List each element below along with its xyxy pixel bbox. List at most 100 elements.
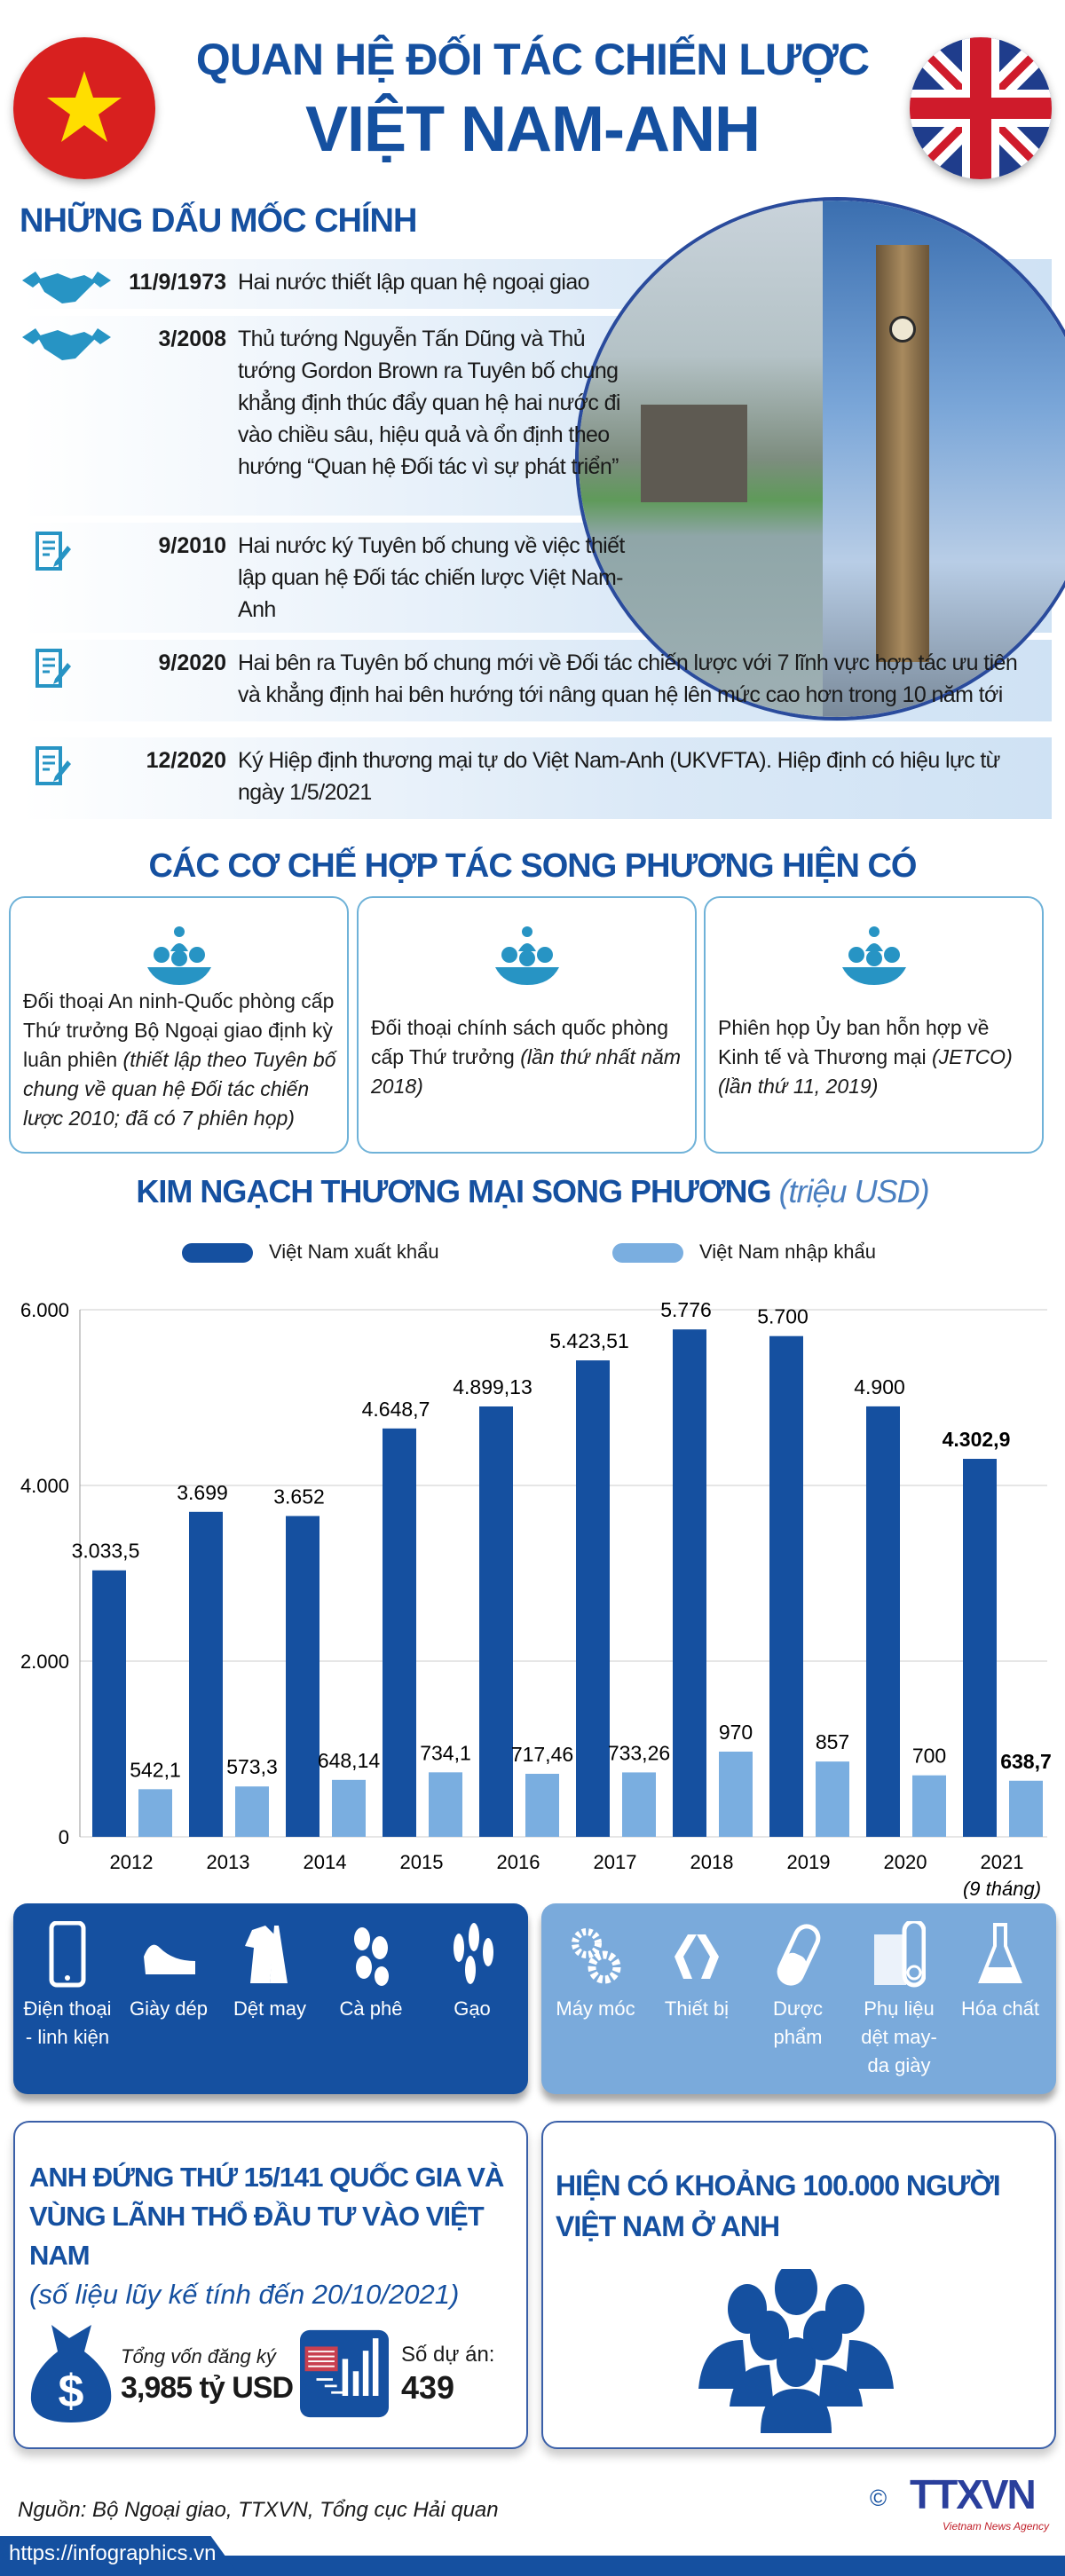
data-label: 5.776: [660, 1298, 712, 1321]
copyright-icon: ©: [870, 2485, 888, 2511]
vietnam-flag-icon: [13, 37, 155, 179]
bar-export: [286, 1516, 320, 1837]
document-pen-icon: [36, 649, 124, 702]
people-group-icon: [146, 926, 211, 985]
flask-icon: [978, 1923, 1022, 1983]
product-gears: Máy móc: [547, 1903, 644, 2023]
handshake-icon: [22, 268, 111, 321]
rice-icon: [454, 1923, 493, 1984]
mechanism-note: (JETCO) (lần thứ 11, 2019): [718, 1045, 1013, 1098]
bar-import: [429, 1772, 462, 1837]
bar-import: [816, 1761, 849, 1837]
bar-import: [332, 1779, 366, 1837]
x-tick-label: 2019: [787, 1851, 831, 1873]
data-label: 733,26: [608, 1741, 670, 1764]
smartphone-icon: [49, 1921, 86, 1988]
bar-import: [138, 1789, 172, 1837]
projects-value: 439: [401, 2369, 455, 2406]
ttxvn-logo-sub: Vietnam News Agency: [943, 2520, 1050, 2533]
mechanism-card: Đối thoại An ninh-Quốc phòng cấp Thứ trư…: [9, 896, 349, 1154]
diaspora-card: HIỆN CÓ KHOẢNG 100.000 NGƯỜI VIỆT NAM Ở …: [541, 2121, 1056, 2449]
bar-export: [576, 1360, 610, 1837]
fabric-roll-icon: [874, 1921, 926, 1988]
product-label: Điện thoại - linh kiện: [23, 1997, 112, 2048]
chart-unit: (triệu USD): [778, 1173, 930, 1209]
x-tick-label: 2013: [207, 1851, 250, 1873]
capital-label: Tổng vốn đăng ký: [121, 2344, 276, 2367]
milestone-text: Hai nước ký Tuyên bố chung về việc thiết…: [238, 533, 625, 622]
handshake-icon: [22, 325, 111, 378]
x-tick-label: 2021: [981, 1851, 1024, 1873]
product-smartphone: Điện thoại - linh kiện: [19, 1903, 116, 2052]
investment-note: (số liệu lũy kế tính đến 20/10/2021): [29, 2279, 460, 2310]
product-label: Giày dép: [129, 1997, 209, 2020]
bar-export: [866, 1406, 900, 1837]
x-tick-label: 2014: [304, 1851, 347, 1873]
bar-export: [383, 1428, 416, 1837]
bar-import: [622, 1772, 656, 1837]
coffee-bean-icon: [354, 1927, 389, 1986]
product-fabric-roll: Phụ liệu dệt may-da giày: [850, 1903, 948, 2080]
page-title-line1: QUAN HỆ ĐỐI TÁC CHIẾN LƯỢC: [195, 35, 870, 84]
gears-icon: [572, 1928, 621, 1984]
mechanism-text: Phiên họp Ủy ban hỗn hợp về Kinh tế và T…: [718, 1016, 990, 1068]
product-equipment: Thiết bị: [648, 1903, 746, 2023]
import-products-panel: Máy móc Thiết bị Dược phẩm Phụ liệu dệt may…: [541, 1903, 1056, 2094]
product-clothing: Dệt may: [221, 1903, 319, 2023]
document-pen-icon: [36, 532, 124, 585]
mechanism-text: Đối thoại chính sách quốc phòng cấp Thứ …: [371, 1016, 669, 1068]
investment-heading: ANH ĐỨNG THỨ 15/141 QUỐC GIA VÀ VÙNG LÃN…: [29, 2162, 504, 2271]
chart-title: KIM NGẠCH THƯƠNG MẠI SONG PHƯƠNG: [136, 1173, 771, 1209]
milestone-row: 12/2020 Ký Hiệp định thương mại tự do Vi…: [22, 737, 1052, 819]
y-tick-label: 0: [59, 1826, 69, 1848]
product-label: Phụ liệu dệt may-da giày: [861, 1997, 937, 2076]
data-label: 3.033,5: [72, 1540, 140, 1563]
product-label: Máy móc: [556, 1997, 635, 2020]
document-pen-icon: [36, 746, 124, 800]
x-tick-label: 2020: [884, 1851, 927, 1873]
project-chart-icon: [300, 2329, 389, 2418]
milestone-text: Hai bên ra Tuyên bố chung mới về Đối tác…: [238, 650, 1018, 707]
bar-export: [963, 1459, 997, 1837]
data-label: 638,7: [1000, 1750, 1052, 1773]
trade-bar-chart: 0 2.000 4.000 6.000 3.033,5 542,1 2012 3.699 573…: [20, 1298, 1052, 1899]
bar-import: [1009, 1780, 1043, 1837]
milestone-text: Thủ tướng Nguyễn Tấn Dũng và Thủ tướng G…: [238, 327, 620, 479]
bar-export: [479, 1406, 513, 1837]
product-rice: Gạo: [423, 1903, 521, 2023]
mechanism-note: (thiết lập theo Tuyên bố chung về quan h…: [23, 1048, 336, 1130]
product-pill: Dược phẩm: [749, 1903, 847, 2052]
milestone-row: 9/2020 Hai bên ra Tuyên bố chung mới về …: [22, 640, 1052, 721]
y-tick-label: 6.000: [20, 1299, 69, 1321]
shoe-icon: [144, 1944, 195, 1974]
mechanisms-heading: CÁC CƠ CHẾ HỢP TÁC SONG PHƯƠNG HIỆN CÓ: [148, 847, 918, 885]
bar-export: [189, 1511, 223, 1837]
data-label: 4.900: [854, 1375, 905, 1398]
data-label: 857: [816, 1730, 849, 1753]
website-link[interactable]: https://infographics.vn: [9, 2541, 217, 2565]
mechanism-card: Phiên họp Ủy ban hỗn hợp về Kinh tế và T…: [704, 896, 1044, 1154]
bar-import: [235, 1786, 269, 1837]
people-crowd-icon: [698, 2269, 894, 2433]
bar-export: [92, 1570, 126, 1837]
product-label: Gạo: [454, 1997, 491, 2020]
ttxvn-logo: TTXVN: [910, 2471, 1037, 2517]
milestone-date: 12/2020: [146, 748, 226, 773]
milestone-date: 3/2008: [158, 327, 226, 351]
data-label: 4.302,9: [943, 1428, 1011, 1451]
projects-label: Số dự án:: [401, 2343, 495, 2367]
data-label: 5.423,51: [549, 1329, 629, 1352]
people-group-icon: [841, 926, 906, 985]
data-label: 734,1: [420, 1741, 471, 1764]
product-flask: Hóa chất: [951, 1903, 1049, 2023]
legend-export: Việt Nam xuất khẩu: [182, 1241, 439, 1264]
mechanism-card: Đối thoại chính sách quốc phòng cấp Thứ …: [357, 896, 697, 1154]
x-tick-label: 2016: [497, 1851, 540, 1873]
export-products-panel: Điện thoại - linh kiện Giày dép Dệt may Cà …: [13, 1903, 528, 2094]
data-label: 700: [912, 1745, 946, 1768]
mechanism-note: (lần thứ nhất năm 2018): [371, 1045, 681, 1098]
product-label: Dược phẩm: [772, 1997, 824, 2048]
uk-flag-icon: [910, 37, 1052, 179]
clothing-icon: [245, 1926, 288, 1983]
capital-value: 3,985 tỷ USD: [121, 2370, 294, 2405]
